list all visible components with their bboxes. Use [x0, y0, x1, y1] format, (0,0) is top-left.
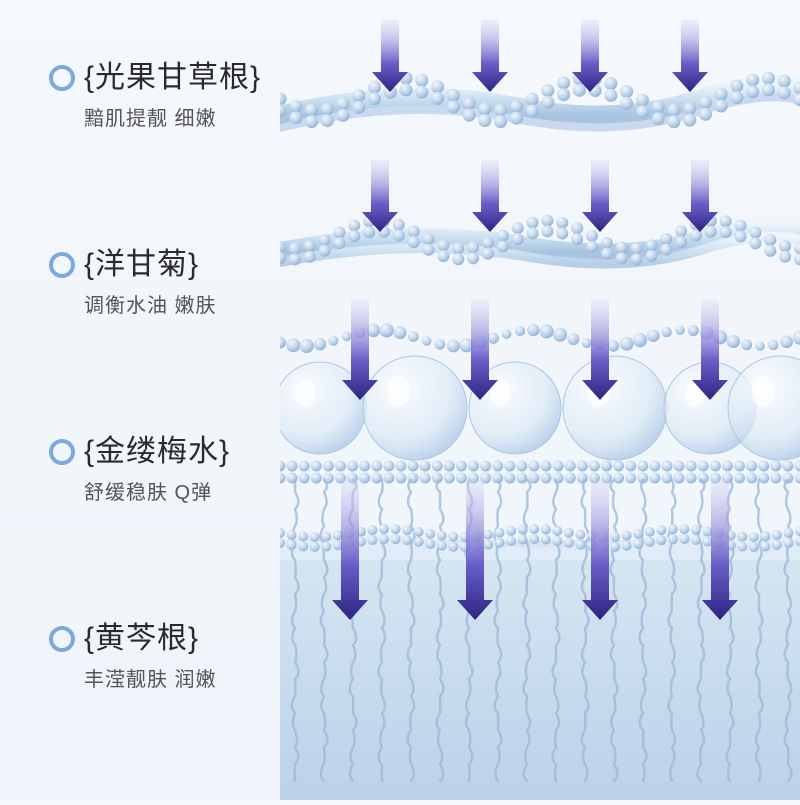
ingredient-desc: 丰滢靓肤 润嫩	[84, 663, 217, 692]
ingredient-item: {金缕梅水} 舒缓稳肤 Q弹	[48, 434, 261, 505]
layer-1	[280, 72, 800, 129]
ingredient-title: {洋甘菊}	[84, 247, 217, 283]
ingredient-text: {洋甘菊} 调衡水油 嫩肤	[84, 247, 217, 318]
ingredient-title: {光果甘草根}	[84, 60, 261, 96]
ingredient-list: {光果甘草根} 黯肌提靓 细嫩 {洋甘菊} 调衡水油 嫩肤 {金缕梅水} 舒缓稳…	[48, 60, 261, 692]
bullet-circle-icon	[48, 251, 76, 279]
ingredient-title: {金缕梅水}	[84, 434, 230, 470]
bullet-circle-icon	[48, 625, 76, 653]
ingredient-text: {光果甘草根} 黯肌提靓 细嫩	[84, 60, 261, 131]
ingredient-text: {金缕梅水} 舒缓稳肤 Q弹	[84, 434, 230, 505]
ingredient-item: {洋甘菊} 调衡水油 嫩肤	[48, 247, 261, 318]
skin-layer-diagram	[280, 0, 800, 800]
ingredient-item: {光果甘草根} 黯肌提靓 细嫩	[48, 60, 261, 131]
ingredient-desc: 调衡水油 嫩肤	[84, 289, 217, 318]
bullet-circle-icon	[48, 438, 76, 466]
ingredient-item: {黄芩根} 丰滢靓肤 润嫩	[48, 621, 261, 692]
diagram-svg	[280, 0, 800, 800]
ingredient-desc: 舒缓稳肤 Q弹	[84, 476, 230, 505]
ingredient-title: {黄芩根}	[84, 621, 217, 657]
bullet-circle-icon	[48, 64, 76, 92]
ingredient-desc: 黯肌提靓 细嫩	[84, 102, 261, 131]
ingredient-text: {黄芩根} 丰滢靓肤 润嫩	[84, 621, 217, 692]
layer-2	[280, 215, 800, 266]
